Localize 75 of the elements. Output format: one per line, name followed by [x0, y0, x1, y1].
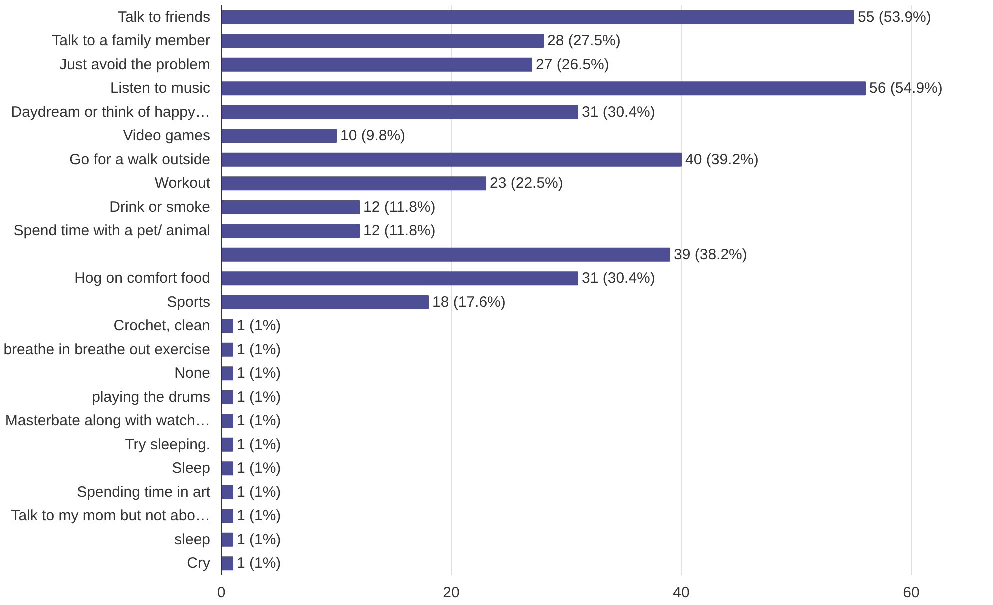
y-tick-label: Crochet, clean	[114, 318, 210, 335]
bar	[222, 129, 337, 144]
data-label: 1 (1%)	[237, 555, 282, 572]
data-label: 1 (1%)	[237, 436, 282, 454]
y-tick-label: playing the drums	[92, 388, 211, 406]
bar	[222, 438, 234, 452]
y-tick-label: Hog on comfort food	[74, 270, 211, 288]
bar	[222, 82, 866, 96]
data-label: 28 (27.5%)	[548, 32, 621, 50]
y-tick-label: Masterbate along with watch…	[5, 412, 211, 430]
data-label: 1 (1%)	[237, 460, 282, 478]
bar	[222, 248, 670, 262]
x-tick-label: 60	[903, 584, 920, 602]
data-label: 1 (1%)	[237, 484, 282, 501]
data-label: 27 (26.5%)	[536, 56, 610, 74]
data-label: 31 (30.4%)	[582, 270, 656, 288]
x-tick-label: 40	[673, 584, 690, 602]
bar	[222, 532, 234, 547]
bar	[222, 58, 532, 72]
bar	[222, 509, 234, 524]
data-label: 1 (1%)	[237, 412, 282, 430]
y-tick-label: Video games	[123, 128, 211, 145]
data-label: 23 (22.5%)	[490, 175, 564, 192]
data-label: 10 (9.8%)	[340, 128, 406, 145]
data-label: 1 (1%)	[237, 531, 282, 548]
bar	[222, 272, 578, 286]
x-tick-label: 20	[443, 584, 460, 602]
data-label: 55 (53.9%)	[858, 8, 932, 26]
bar	[222, 200, 360, 214]
y-tick-label: Sports	[167, 294, 211, 311]
y-tick-label: breathe in breathe out exercise	[4, 341, 211, 358]
bar	[222, 224, 360, 238]
bar	[222, 176, 486, 191]
data-label: 12 (11.8%)	[364, 198, 436, 216]
data-label: 18 (17.6%)	[432, 294, 506, 311]
bar	[222, 152, 682, 167]
data-label: 39 (38.2%)	[674, 246, 748, 264]
bar	[222, 556, 234, 571]
y-tick-label: Spend time with a pet/ animal	[14, 222, 211, 240]
y-tick-label: None	[174, 365, 210, 382]
data-label: 56 (54.9%)	[870, 80, 943, 98]
y-tick-label: Workout	[154, 175, 212, 192]
bar	[222, 10, 854, 24]
bar	[222, 34, 544, 48]
data-label: 1 (1%)	[237, 365, 282, 382]
y-tick-label: Spending time in art	[77, 484, 212, 501]
y-tick-label: Try sleeping.	[125, 436, 210, 454]
data-label: 1 (1%)	[237, 388, 282, 406]
data-label: 1 (1%)	[237, 341, 282, 358]
data-label: 31 (30.4%)	[582, 104, 656, 121]
bar	[222, 462, 234, 476]
bar	[222, 319, 234, 334]
bar	[222, 342, 234, 357]
data-label: 12 (11.8%)	[364, 222, 436, 240]
bar	[222, 366, 234, 381]
bar	[222, 414, 234, 428]
y-tick-label: Talk to friends	[118, 8, 211, 26]
y-tick-label: Sleep	[172, 460, 211, 478]
y-tick-label: Drink or smoke	[110, 198, 211, 216]
data-label: 1 (1%)	[237, 508, 282, 525]
y-tick-label: Talk to a family member	[52, 32, 211, 50]
y-tick-label: Just avoid the problem	[60, 56, 211, 74]
data-label: 1 (1%)	[237, 318, 282, 335]
y-tick-label: sleep	[174, 531, 210, 548]
y-tick-label: Go for a walk outside	[70, 151, 211, 168]
y-tick-label: Listen to music	[110, 80, 211, 98]
data-label: 40 (39.2%)	[686, 151, 759, 168]
bar	[222, 485, 234, 500]
bar	[222, 390, 234, 404]
bar	[222, 105, 578, 120]
y-tick-label: Daydream or think of happy…	[11, 104, 211, 121]
bar	[222, 295, 429, 310]
y-tick-label: Talk to my mom but not abo…	[11, 508, 210, 525]
x-tick-label: 0	[217, 584, 226, 602]
y-tick-label: Cry	[187, 555, 211, 572]
